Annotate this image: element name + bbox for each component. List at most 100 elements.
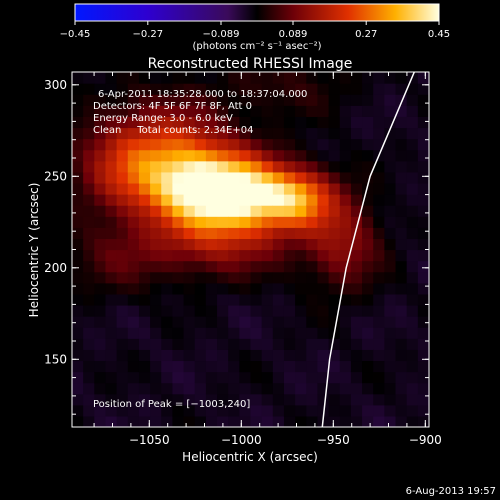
heatmap-cell — [72, 349, 84, 362]
heatmap-cell — [205, 293, 218, 306]
heatmap-cell — [373, 382, 385, 395]
heatmap-cell — [205, 260, 218, 273]
heatmap-cell — [272, 316, 285, 328]
heatmap-cell — [417, 382, 429, 395]
heatmap-cell — [395, 138, 408, 151]
heatmap-cell — [150, 316, 162, 328]
heatmap-cell — [83, 338, 95, 350]
heatmap-cell — [105, 194, 118, 206]
heatmap-cell — [172, 249, 185, 262]
heatmap-cell — [217, 316, 229, 328]
heatmap-cell — [217, 160, 229, 173]
heatmap-cell — [384, 415, 397, 427]
heatmap-cell — [306, 116, 319, 129]
heatmap-cell — [217, 282, 229, 295]
colorbar-tick-label: 0.45 — [428, 29, 450, 40]
heatmap-cell — [105, 238, 118, 251]
heatmap-cell — [339, 360, 352, 373]
heatmap-cell — [105, 138, 118, 151]
heatmap-cell — [94, 327, 107, 339]
annotation-detectors: Detectors: 4F 5F 6F 7F 8F, Att 0 — [93, 101, 252, 112]
heatmap-cell — [261, 182, 274, 195]
heatmap-cell — [295, 194, 307, 206]
heatmap-cell — [272, 194, 285, 206]
heatmap-cell — [105, 260, 118, 273]
heatmap-cell — [72, 404, 84, 417]
heatmap-cell — [127, 160, 140, 173]
heatmap-cell — [350, 83, 363, 95]
heatmap-cell — [384, 83, 397, 95]
heatmap-cell — [239, 404, 252, 417]
heatmap-cell — [150, 127, 162, 140]
heatmap-cell — [172, 271, 185, 284]
heatmap-cell — [183, 194, 196, 206]
heatmap-cell — [138, 171, 151, 184]
heatmap-cell — [339, 382, 352, 395]
heatmap-cell — [261, 249, 274, 262]
heatmap-cell — [317, 349, 330, 362]
heatmap-cell — [194, 194, 207, 206]
heatmap-cell — [328, 227, 341, 240]
heatmap-cell — [406, 249, 419, 262]
heatmap-cell — [228, 371, 240, 384]
heatmap-cell — [94, 404, 107, 417]
heatmap-cell — [150, 404, 162, 417]
heatmap-cell — [395, 304, 408, 317]
heatmap-cell — [83, 216, 95, 228]
heatmap-cell — [373, 105, 385, 117]
heatmap-cell — [228, 271, 240, 284]
heatmap-cell — [83, 382, 95, 395]
heatmap-cell — [105, 216, 118, 228]
heatmap-cell — [373, 138, 385, 151]
heatmap-cell — [317, 304, 330, 317]
heatmap-cell — [138, 271, 151, 284]
heatmap-cell — [116, 293, 129, 306]
heatmap-cell — [339, 271, 352, 284]
heatmap-cell — [362, 160, 374, 173]
heatmap-cell — [83, 393, 95, 406]
x-tick-label: −1050 — [129, 433, 170, 447]
heatmap-cell — [339, 127, 352, 140]
heatmap-cell — [83, 83, 95, 95]
heatmap-cell — [339, 338, 352, 350]
heatmap-cell — [272, 171, 285, 184]
heatmap-cell — [373, 338, 385, 350]
heatmap-cell — [417, 160, 429, 173]
heatmap-cell — [272, 72, 285, 84]
heatmap-cell — [272, 105, 285, 117]
heatmap-cell — [194, 72, 207, 84]
heatmap-cell — [161, 304, 174, 317]
heatmap-cell — [239, 327, 252, 339]
heatmap-cell — [350, 249, 363, 262]
footer-date: 6-Aug-2013 19:57 — [406, 486, 496, 497]
heatmap-cell — [239, 382, 252, 395]
heatmap-cell — [183, 227, 196, 240]
heatmap-cell — [417, 260, 429, 273]
heatmap-cell — [373, 171, 385, 184]
heatmap-cell — [105, 404, 118, 417]
y-tick-label: 200 — [44, 261, 67, 275]
heatmap-cell — [317, 194, 330, 206]
heatmap-cell — [283, 382, 296, 395]
heatmap-cell — [194, 227, 207, 240]
heatmap-cell — [328, 149, 341, 162]
heatmap-cell — [283, 316, 296, 328]
heatmap-cell — [217, 327, 229, 339]
heatmap-cell — [339, 171, 352, 184]
heatmap-cell — [395, 94, 408, 106]
heatmap-cell — [172, 371, 185, 384]
heatmap-cell — [127, 360, 140, 373]
heatmap-cell — [283, 349, 296, 362]
heatmap-cell — [183, 271, 196, 284]
heatmap-cell — [194, 182, 207, 195]
heatmap-cell — [384, 293, 397, 306]
heatmap-cell — [228, 382, 240, 395]
heatmap-cell — [116, 116, 129, 129]
heatmap-cell — [350, 238, 363, 251]
heatmap-cell — [83, 404, 95, 417]
heatmap-cell — [295, 182, 307, 195]
chart-title: Reconstructed RHESSI Image — [148, 56, 353, 72]
heatmap-cell — [239, 316, 252, 328]
heatmap-cell — [228, 182, 240, 195]
heatmap-cell — [283, 282, 296, 295]
